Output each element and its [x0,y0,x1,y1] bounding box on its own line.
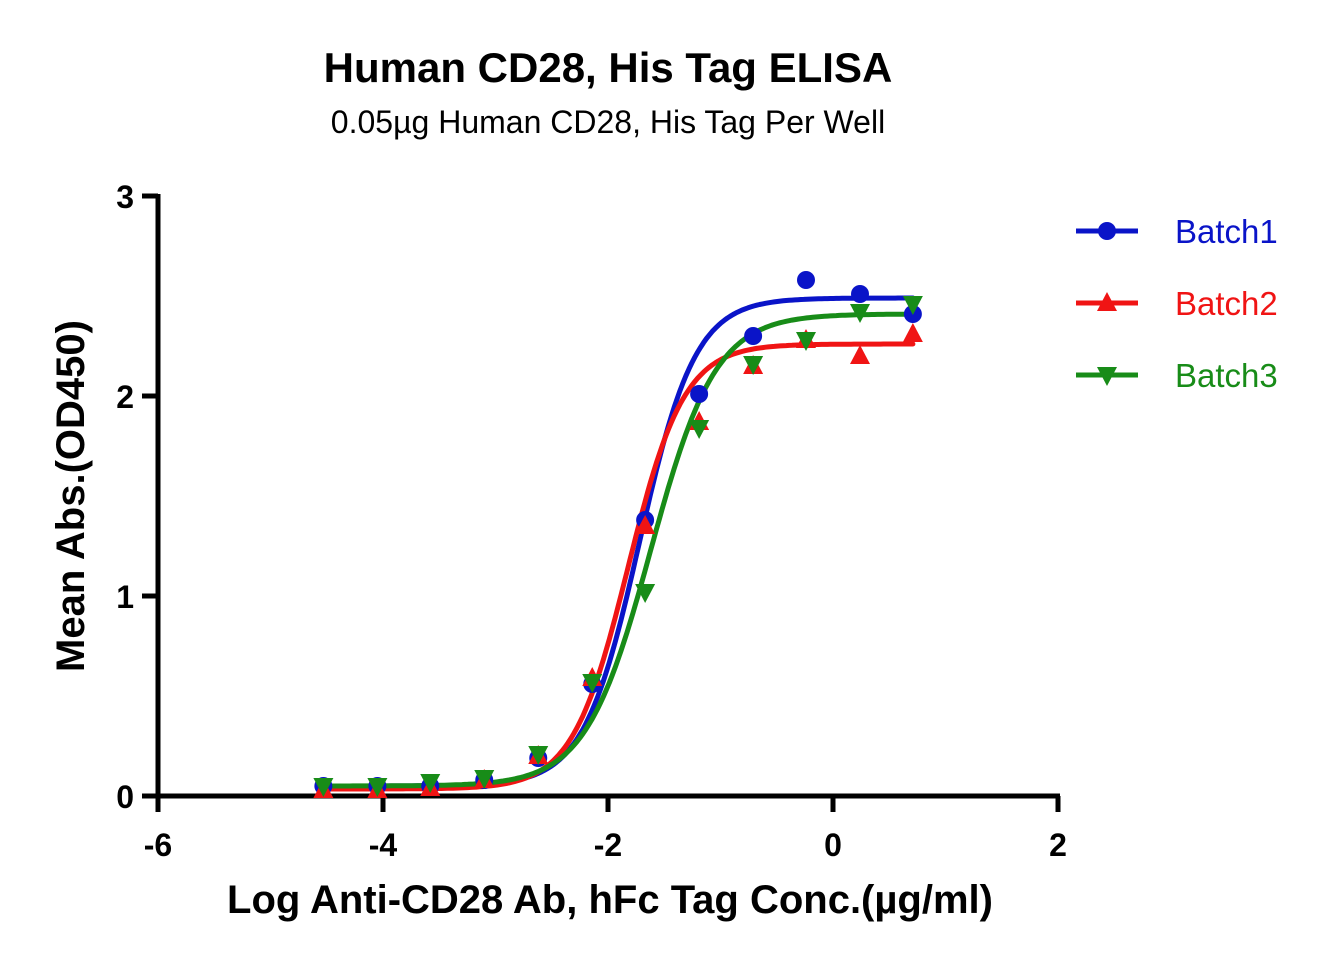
legend-label-batch3: Batch3 [1175,357,1278,394]
x-tick-label: 2 [1049,827,1067,863]
fit-curves [320,295,916,792]
legend-label-batch1: Batch1 [1175,213,1278,250]
data-point-batch3 [850,304,870,323]
data-markers [313,271,923,798]
data-point-batch3 [902,296,923,315]
x-tick-label: -2 [594,827,622,863]
legend: Batch1 Batch2 Batch3 [1076,213,1278,394]
data-point-batch3 [367,778,388,797]
data-point-batch3 [689,420,710,439]
data-point-batch1 [690,385,709,403]
data-point-batch2 [902,323,923,342]
y-axis-label: Mean Abs.(OD450) [49,320,93,672]
data-point-batch3 [474,770,495,789]
data-point-batch2 [850,345,870,364]
legend-marker-batch1 [1098,222,1116,240]
fit-curve-batch2 [320,341,916,792]
chart-subtitle: 0.05µg Human CD28, His Tag Per Well [331,104,885,140]
data-point-batch1 [797,271,815,289]
fit-curve-batch1 [320,295,916,789]
data-point-batch2 [635,515,656,534]
fit-curve-batch3 [320,311,916,789]
legend-marker-batch3 [1097,367,1117,386]
y-tick-label: 1 [116,579,134,615]
legend-marker-batch2 [1097,292,1117,311]
y-tick-label: 2 [116,379,134,415]
data-point-batch3 [743,356,764,375]
y-tick-label: 0 [116,779,134,815]
x-tick-label: -6 [144,827,172,863]
data-point-batch3 [796,332,816,351]
axes: -6 -4 -2 0 2 0 1 2 3 [116,179,1067,863]
x-tick-label: -4 [369,827,398,863]
data-point-batch3 [528,746,549,765]
data-point-batch3 [420,774,441,793]
x-tick-label: 0 [824,827,842,863]
legend-label-batch2: Batch2 [1175,285,1278,322]
data-point-batch3 [582,674,603,693]
data-point-batch1 [851,285,869,303]
data-point-batch3 [313,778,334,797]
chart-title: Human CD28, His Tag ELISA [324,44,893,91]
x-axis-label: Log Anti-CD28 Ab, hFc Tag Conc.(µg/ml) [227,878,993,922]
data-point-batch3 [635,584,656,603]
y-tick-label: 3 [116,179,134,215]
data-point-batch1 [744,327,763,345]
